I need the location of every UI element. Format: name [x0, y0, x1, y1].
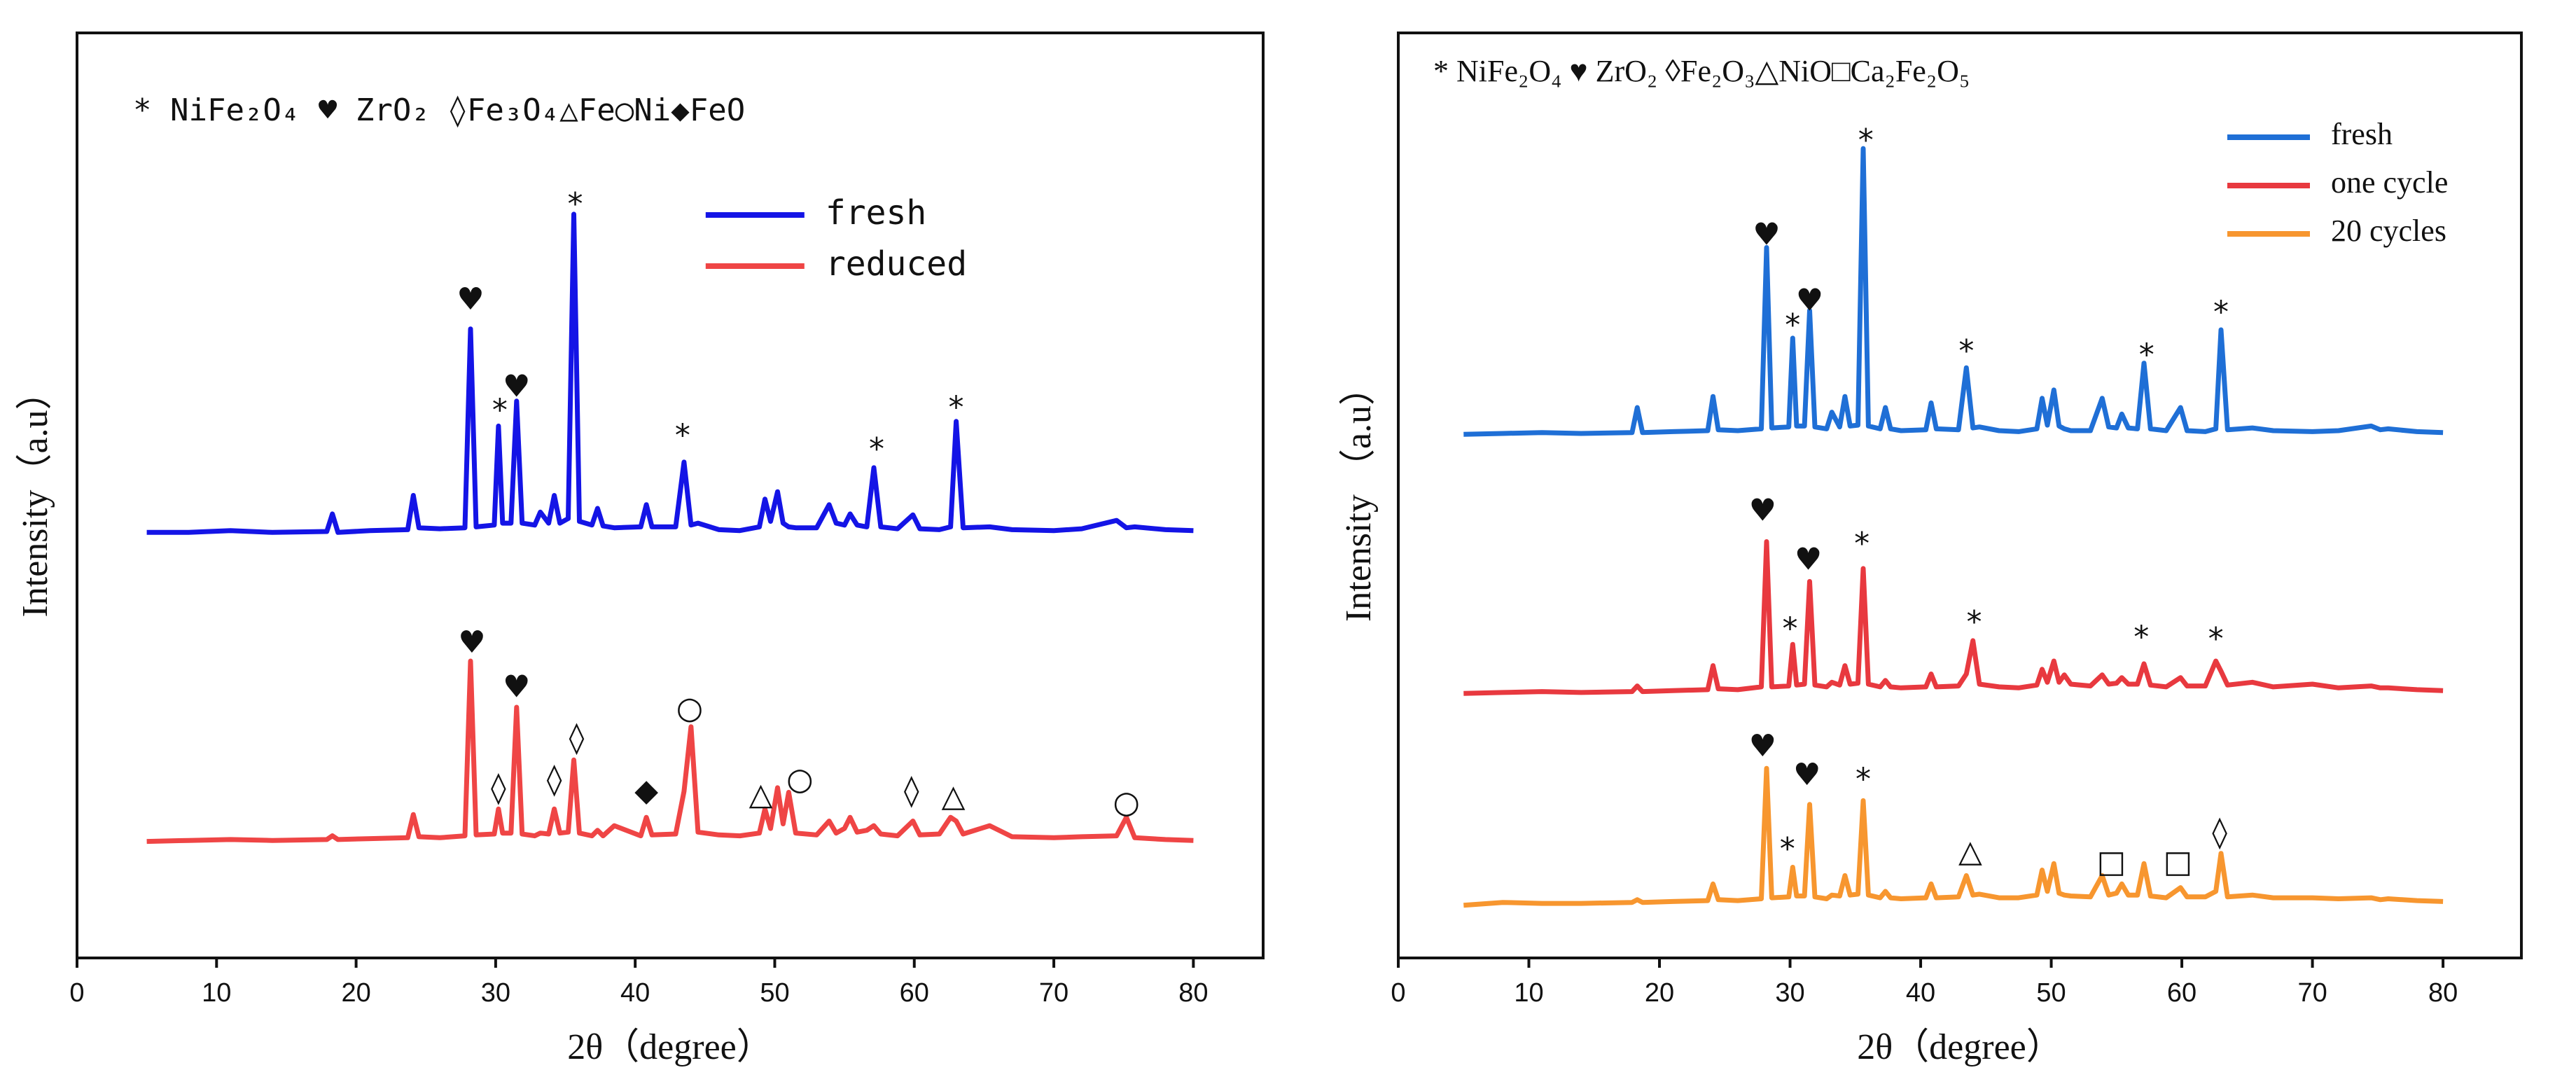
peak-marker: ◊: [547, 762, 562, 798]
peak-marker: ♥: [1749, 492, 1776, 528]
legend-label: fresh: [2331, 117, 2393, 151]
peak-marker: ◊: [491, 770, 506, 806]
peak-marker: △: [942, 778, 966, 814]
peak-marker: ♥: [457, 282, 484, 317]
phase-key: * NiFe₂O₄ ♥ ZrO₂ ◊Fe₂O₃△NiO□Ca₂Fe₂O₅: [1433, 54, 1970, 88]
peak-marker: ◊: [904, 773, 919, 809]
x-tick-label: 0: [69, 978, 84, 1008]
x-tick-label: 50: [2036, 978, 2066, 1008]
x-tick-label: 30: [481, 978, 510, 1008]
peak-marker: *: [492, 393, 508, 429]
peak-marker: *: [1785, 307, 1800, 343]
legend-label: fresh: [826, 193, 927, 232]
peak-marker: *: [1856, 762, 1871, 798]
phase-key: * NiFe₂O₄ ♥ ZrO₂ ◊Fe₃O₄△Fe○Ni◆FeO: [133, 92, 745, 128]
x-tick-label: 20: [1645, 978, 1674, 1008]
y-axis-label: Intensity （a.u）: [1339, 369, 1379, 622]
x-tick-label: 70: [2297, 978, 2327, 1008]
x-axis-label: 2θ（degree）: [567, 1027, 772, 1067]
peak-marker: ♥: [1796, 282, 1823, 318]
peak-marker: *: [567, 186, 583, 222]
x-tick-label: 10: [1514, 978, 1543, 1008]
peak-marker: *: [1858, 123, 1874, 158]
legend-label: one cycle: [2331, 165, 2448, 200]
peak-marker: *: [1783, 611, 1798, 646]
peak-marker: ♥: [1795, 541, 1822, 577]
peak-marker: □: [2097, 844, 2126, 880]
peak-marker: ○: [786, 762, 813, 798]
peak-marker: ♥: [503, 669, 530, 705]
peak-marker: *: [1958, 333, 1974, 369]
x-tick-label: 40: [1906, 978, 1935, 1008]
y-axis-label: Intensity（a.u）: [15, 373, 55, 617]
peak-marker: *: [1854, 526, 1870, 562]
peak-marker: *: [1967, 604, 1982, 640]
legend-label: reduced: [826, 244, 967, 284]
series-line: [1463, 146, 2444, 437]
peak-marker: ♥: [503, 368, 530, 404]
x-tick-label: 60: [900, 978, 929, 1008]
x-tick-label: 0: [1391, 978, 1405, 1008]
peak-marker: *: [675, 417, 690, 453]
panel: 0 10 20 30 40 50 60 70 80 2θ（degree） Intensity（a.u…: [15, 32, 1265, 1067]
peak-marker: △: [749, 777, 773, 812]
peak-marker: ♥: [1749, 728, 1776, 764]
series-line: [146, 658, 1194, 845]
series-line: [146, 211, 1194, 535]
x-tick-label: 80: [1178, 978, 1208, 1008]
peak-marker: *: [2208, 621, 2224, 657]
series-line: [1463, 539, 2444, 696]
x-tick-label: 60: [2167, 978, 2196, 1008]
panel: 0 10 20 30 40 50 60 70 80 2θ（degree） Intensity （a.…: [1339, 32, 2523, 1067]
x-tick-label: 80: [2428, 978, 2458, 1008]
peak-marker: ◊: [569, 720, 585, 756]
peak-marker: *: [2133, 619, 2149, 655]
peak-marker: ♥: [1753, 217, 1780, 253]
legend-label: 20 cycles: [2331, 214, 2446, 248]
peak-marker: *: [949, 390, 964, 426]
peak-marker: *: [2213, 295, 2229, 331]
peak-marker: *: [869, 431, 884, 467]
plot-frame: [1397, 32, 2523, 959]
x-tick-label: 30: [1775, 978, 1804, 1008]
peak-marker: □: [2164, 844, 2193, 880]
peak-marker: △: [1958, 834, 1982, 870]
peak-marker: ◊: [2212, 814, 2227, 850]
peak-marker: ○: [1113, 785, 1139, 821]
x-tick-label: 70: [1039, 978, 1068, 1008]
peak-marker: ♥: [458, 625, 485, 660]
peak-marker: ♥: [1793, 757, 1820, 793]
peak-marker: ○: [676, 690, 703, 726]
x-tick-label: 10: [202, 978, 231, 1008]
x-tick-label: 40: [620, 978, 650, 1008]
peak-marker: *: [1780, 831, 1795, 867]
x-tick-label: 20: [341, 978, 370, 1008]
peak-marker: *: [2139, 337, 2154, 373]
x-axis-label: 2θ（degree）: [1857, 1027, 2062, 1067]
plot-frame: [76, 32, 1265, 959]
peak-marker: ◆: [634, 773, 658, 809]
series-line: [1463, 765, 2444, 908]
x-tick-label: 50: [760, 978, 789, 1008]
